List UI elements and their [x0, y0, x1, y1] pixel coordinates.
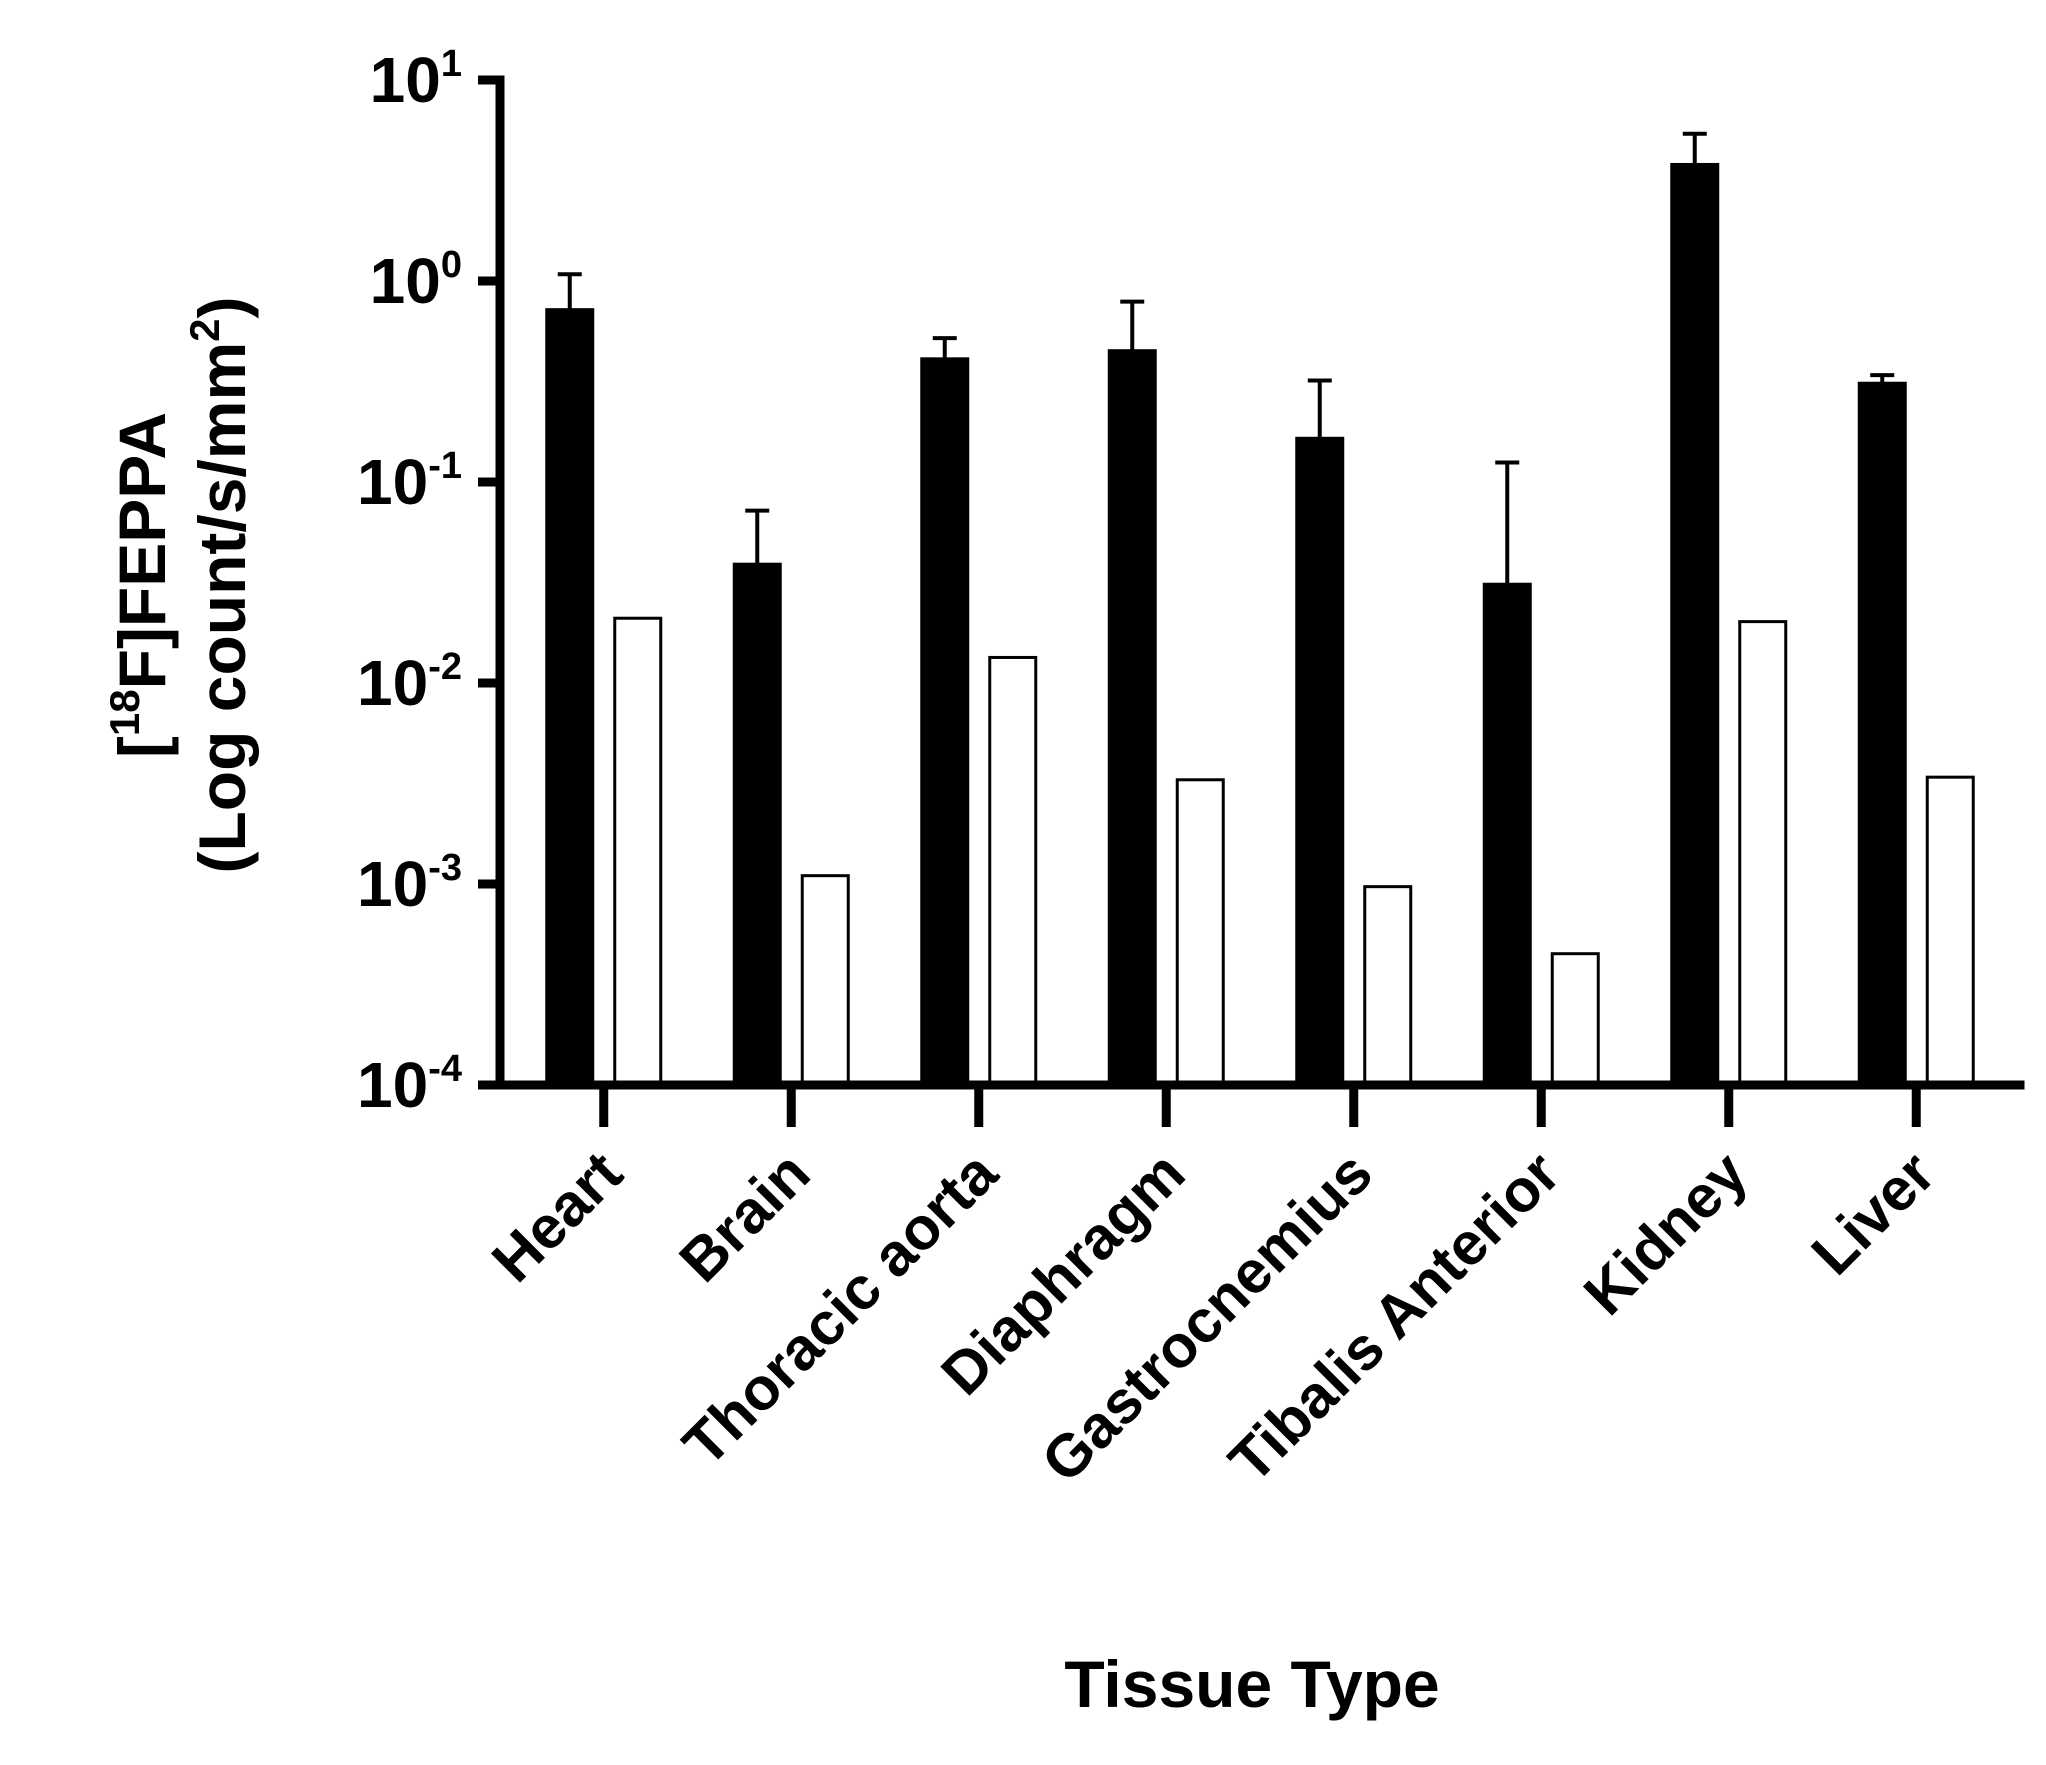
y-tick-label-exponent: -2 [428, 646, 462, 688]
bar-filled [1670, 162, 1720, 1087]
x-tick-label: Gastrocnemius [1029, 1139, 1385, 1495]
y-tick-label-base: 10 [357, 1049, 428, 1121]
x-axis-title: Tissue Type [1064, 1647, 1439, 1721]
bar-open [988, 655, 1038, 1087]
y-tick-label-exponent: -3 [428, 847, 462, 889]
bars-layer [545, 131, 1975, 1087]
bar-open [1363, 885, 1413, 1087]
y-axis-title: [18F]FEPPA (Log count/s/mm2) [101, 297, 259, 874]
y-axis-title-units: (Log count/s/mm [185, 342, 259, 874]
y-axis-title-units-superscript: 2 [181, 318, 228, 341]
y-tick-label-exponent: 0 [441, 244, 462, 286]
y-tick-label: 10-1 [357, 445, 462, 518]
y-tick-label-exponent: -1 [428, 445, 462, 487]
y-axis-title-line-1: [18F]FEPPA [101, 412, 179, 758]
y-tick-label: 10-2 [357, 646, 462, 719]
x-tick-label: Brain [667, 1139, 823, 1295]
bar-filled [1482, 582, 1532, 1087]
bar-filled [1107, 349, 1157, 1087]
y-axis-title-main: F]FEPPA [105, 412, 179, 689]
bar-open [1738, 620, 1788, 1087]
y-tick-label: 101 [370, 43, 462, 116]
bar-filled [1857, 381, 1907, 1087]
y-axis-title-superscript: 18 [101, 689, 148, 736]
bar-open [1175, 778, 1225, 1087]
bar-open [1925, 775, 1975, 1087]
x-tick-label: Tibalis Anterior [1216, 1139, 1572, 1495]
x-tick-label: Kidney [1571, 1138, 1760, 1327]
y-tick-label-base: 10 [370, 245, 441, 317]
bar-filled [545, 308, 595, 1087]
bar-open [1550, 952, 1600, 1087]
y-axis-title-prefix: [ [105, 736, 179, 758]
bar-open [800, 874, 850, 1087]
bar-filled [732, 562, 782, 1087]
x-tick-label: Thoracic aorta [670, 1138, 1010, 1478]
y-tick-label-base: 10 [357, 446, 428, 518]
y-axis-title-line-2: (Log count/s/mm2) [181, 297, 259, 874]
y-tick-label-base: 10 [357, 848, 428, 920]
y-tick-label-exponent: 1 [441, 43, 462, 85]
y-axis-title-close-paren: ) [185, 297, 259, 319]
y-tick-label: 10-3 [357, 847, 462, 920]
bar-filled [920, 357, 970, 1087]
y-tick-label-base: 10 [357, 647, 428, 719]
y-tick-label-exponent: -4 [428, 1048, 462, 1090]
x-tick-label: Liver [1799, 1139, 1948, 1288]
y-tick-label: 100 [370, 244, 462, 317]
bar-open [613, 616, 663, 1087]
y-tick-label-base: 10 [370, 44, 441, 116]
bar-filled [1295, 436, 1345, 1087]
axes-layer [495, 75, 2025, 1090]
axes-frame [495, 75, 2025, 1090]
x-tick-label: Heart [479, 1139, 635, 1295]
y-tick-label: 10-4 [357, 1048, 462, 1121]
